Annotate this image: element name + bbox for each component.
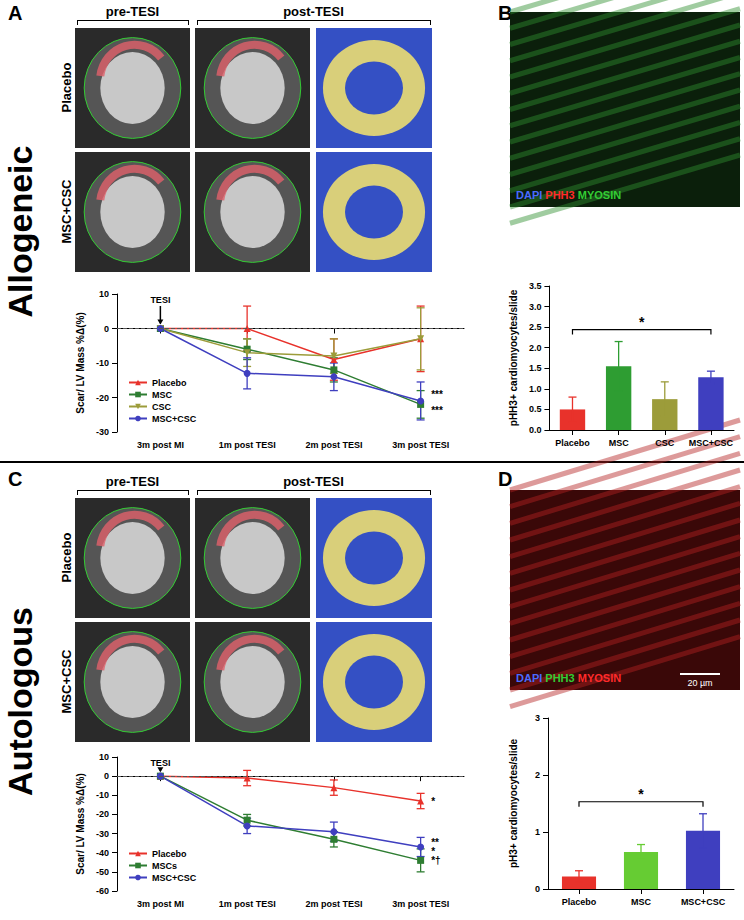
svg-text:-20: -20 — [96, 393, 109, 403]
html-text:C: C — [8, 468, 23, 490]
svg-text:MSC: MSC — [631, 897, 652, 907]
svg-text:TESI: TESI — [150, 295, 170, 305]
svg-text:MSC: MSC — [152, 390, 173, 400]
svg-text:*: * — [431, 796, 435, 807]
svg-text:3m post TESI: 3m post TESI — [392, 899, 449, 909]
svg-text:3m post MI: 3m post MI — [137, 440, 184, 450]
svg-text:2.0: 2.0 — [529, 343, 542, 353]
svg-text:MSC+CSC: MSC+CSC — [152, 414, 197, 424]
svg-text:1: 1 — [535, 827, 540, 837]
svg-text:3: 3 — [535, 713, 540, 723]
svg-text:CSC: CSC — [152, 402, 172, 412]
html-text:A: A — [8, 2, 23, 24]
svg-text:***: *** — [431, 389, 443, 400]
svg-text:2m post TESI: 2m post TESI — [305, 440, 362, 450]
svg-text:CSC: CSC — [655, 438, 675, 448]
html-text:Placebo: Placebo — [58, 532, 74, 583]
html-text:B: B — [498, 2, 513, 24]
svg-text:MSC+CSC: MSC+CSC — [152, 873, 197, 883]
html-text:D: D — [498, 468, 513, 490]
svg-text:10: 10 — [99, 289, 109, 299]
svg-text:2m post TESI: 2m post TESI — [305, 899, 362, 909]
svg-text:0.0: 0.0 — [529, 425, 542, 435]
html-text:MSC+CSC: MSC+CSC — [58, 649, 74, 714]
svg-text:0: 0 — [104, 324, 109, 334]
svg-text:1m post TESI: 1m post TESI — [219, 899, 276, 909]
svg-text:MSC+CSC: MSC+CSC — [689, 438, 734, 448]
svg-text:-40: -40 — [96, 848, 109, 858]
svg-text:-30: -30 — [96, 829, 109, 839]
svg-text:-10: -10 — [96, 358, 109, 368]
svg-text:Placebo: Placebo — [555, 438, 590, 448]
html-text:Allogeneic: Allogeneic — [0, 145, 39, 318]
svg-text:pH3+ cardiomyocytes/slide: pH3+ cardiomyocytes/slide — [508, 738, 519, 868]
svg-text:Placebo: Placebo — [562, 897, 597, 907]
svg-text:2.5: 2.5 — [529, 322, 542, 332]
html-text:Placebo: Placebo — [58, 62, 74, 113]
svg-text:MSC: MSC — [609, 438, 630, 448]
html-text:pre-TESI: pre-TESI — [105, 4, 160, 19]
svg-text:10: 10 — [99, 752, 109, 762]
svg-text:*: * — [431, 846, 435, 857]
svg-text:3.5: 3.5 — [529, 281, 542, 291]
svg-text:*: * — [638, 786, 644, 802]
html-text:post-TESI: post-TESI — [283, 474, 344, 489]
svg-text:MSC+CSC: MSC+CSC — [681, 897, 726, 907]
svg-text:*: * — [639, 314, 645, 330]
html-text:pre-TESI: pre-TESI — [105, 474, 160, 489]
svg-text:pHH3+ cardiomyocytes/slide: pHH3+ cardiomyocytes/slide — [508, 289, 519, 426]
svg-text:1m post TESI: 1m post TESI — [219, 440, 276, 450]
svg-text:3m post TESI: 3m post TESI — [392, 440, 449, 450]
svg-text:-30: -30 — [96, 427, 109, 437]
svg-text:20 µm: 20 µm — [687, 678, 712, 688]
svg-text:0: 0 — [535, 884, 540, 894]
svg-text:0: 0 — [104, 771, 109, 781]
html-text:post-TESI: post-TESI — [283, 4, 344, 19]
svg-text:3m post MI: 3m post MI — [137, 899, 184, 909]
svg-text:Placebo: Placebo — [152, 378, 187, 388]
svg-text:-60: -60 — [96, 886, 109, 896]
svg-text:MSCs: MSCs — [152, 861, 177, 871]
svg-text:-50: -50 — [96, 867, 109, 877]
svg-text:-10: -10 — [96, 790, 109, 800]
svg-text:1.5: 1.5 — [529, 363, 542, 373]
svg-text:Scar/ LV Mass %Δ(%): Scar/ LV Mass %Δ(%) — [75, 312, 86, 413]
svg-text:3.0: 3.0 — [529, 302, 542, 312]
svg-text:TESI: TESI — [150, 758, 170, 768]
svg-text:Placebo: Placebo — [152, 849, 187, 859]
svg-text:DAPI PHH3 MYOSIN: DAPI PHH3 MYOSIN — [516, 189, 621, 201]
svg-text:1.0: 1.0 — [529, 384, 542, 394]
svg-text:0.5: 0.5 — [529, 404, 542, 414]
svg-text:Scar/ LV Mass %Δ(%): Scar/ LV Mass %Δ(%) — [75, 773, 86, 874]
svg-text:DAPI PHH3 MYOSIN: DAPI PHH3 MYOSIN — [516, 672, 621, 684]
svg-text:-20: -20 — [96, 809, 109, 819]
html-text:MSC+CSC: MSC+CSC — [58, 179, 74, 244]
svg-text:2: 2 — [535, 770, 540, 780]
html-text:Autologous: Autologous — [0, 607, 39, 796]
svg-text:***: *** — [431, 405, 443, 416]
